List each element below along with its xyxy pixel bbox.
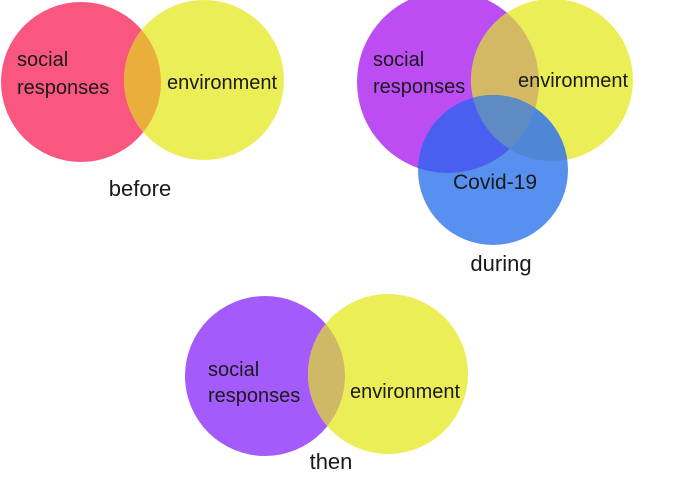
- before-social-circle: [1, 2, 161, 162]
- then-social-label: social responses: [208, 359, 300, 407]
- then-stage-label: then: [310, 449, 353, 474]
- during-social-label: social responses: [373, 49, 465, 98]
- during-diagram: social responses environment Covid-19 du…: [357, 0, 633, 276]
- during-stage-label: during: [470, 251, 531, 276]
- then-diagram: social responses environment then: [185, 294, 468, 474]
- before-environment-label: environment: [167, 72, 278, 94]
- before-stage-label: before: [109, 176, 171, 201]
- then-social-circle: [185, 296, 345, 456]
- before-social-label: social responses: [17, 49, 109, 99]
- during-environment-covid-overlap: [471, 95, 568, 161]
- then-environment-circle: [308, 294, 468, 454]
- during-environment-label: environment: [518, 70, 629, 92]
- before-diagram: social responses environment before: [1, 0, 284, 201]
- then-environment-label: environment: [350, 381, 461, 403]
- during-covid-label: Covid-19: [453, 171, 537, 194]
- before-environment-circle: [124, 0, 284, 160]
